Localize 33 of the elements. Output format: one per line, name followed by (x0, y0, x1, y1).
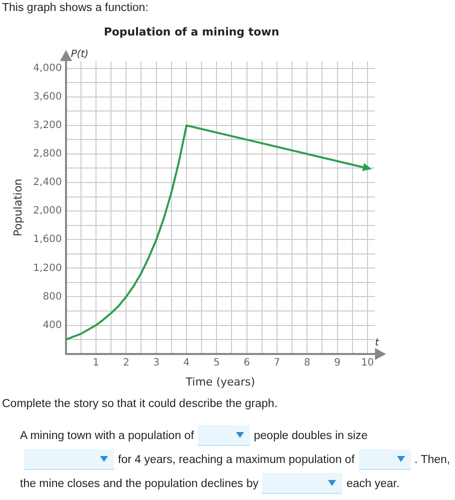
text: This graph shows a function: (2, 2, 148, 14)
x-tick-label: 3 (153, 357, 160, 368)
y-tick-label: 3,200 (33, 120, 62, 132)
y-tick-label: 800 (42, 291, 62, 302)
x-tick-label: 5 (213, 357, 220, 368)
x-tick-label: 6 (244, 357, 250, 368)
text: P(t) (70, 48, 89, 60)
x-tick-label: 1 (92, 357, 100, 368)
annotation: t (375, 337, 380, 348)
y-tick-label: 3,600 (33, 91, 62, 102)
x-tick-label: 8 (304, 357, 310, 368)
text: the mine closes and the population declines by (20, 478, 258, 490)
x-axis-title: Time (years) (184, 375, 256, 388)
x-tick-label: 7 (274, 357, 280, 368)
x-tick-label: 9 (334, 357, 340, 368)
y-tick-label: 4,000 (33, 62, 62, 74)
x-tick-label: 4 (183, 357, 190, 368)
x-tick-label: 10 (361, 357, 374, 368)
y-axis-title: Population (11, 178, 24, 236)
y-tick-label: 1,600 (33, 234, 62, 246)
text: Complete the story so that it could describe the graph. (2, 398, 278, 410)
y-tick-label: 400 (42, 320, 62, 331)
y-tick-label: 2,400 (33, 177, 62, 188)
y-tick-label: 2,000 (33, 206, 62, 217)
y-tick-label: 1,200 (33, 262, 62, 274)
text: . Then, (414, 454, 450, 466)
text: for 4 years, reaching a maximum population of (118, 454, 355, 466)
y-tick-label: 2,800 (33, 148, 62, 160)
text: A mining town with a population of (20, 430, 194, 442)
text: people doubles in size (254, 430, 368, 442)
x-tick-label: 2 (122, 357, 130, 368)
text: each year. (346, 478, 400, 490)
chart-title: Population of a mining town (104, 25, 280, 38)
